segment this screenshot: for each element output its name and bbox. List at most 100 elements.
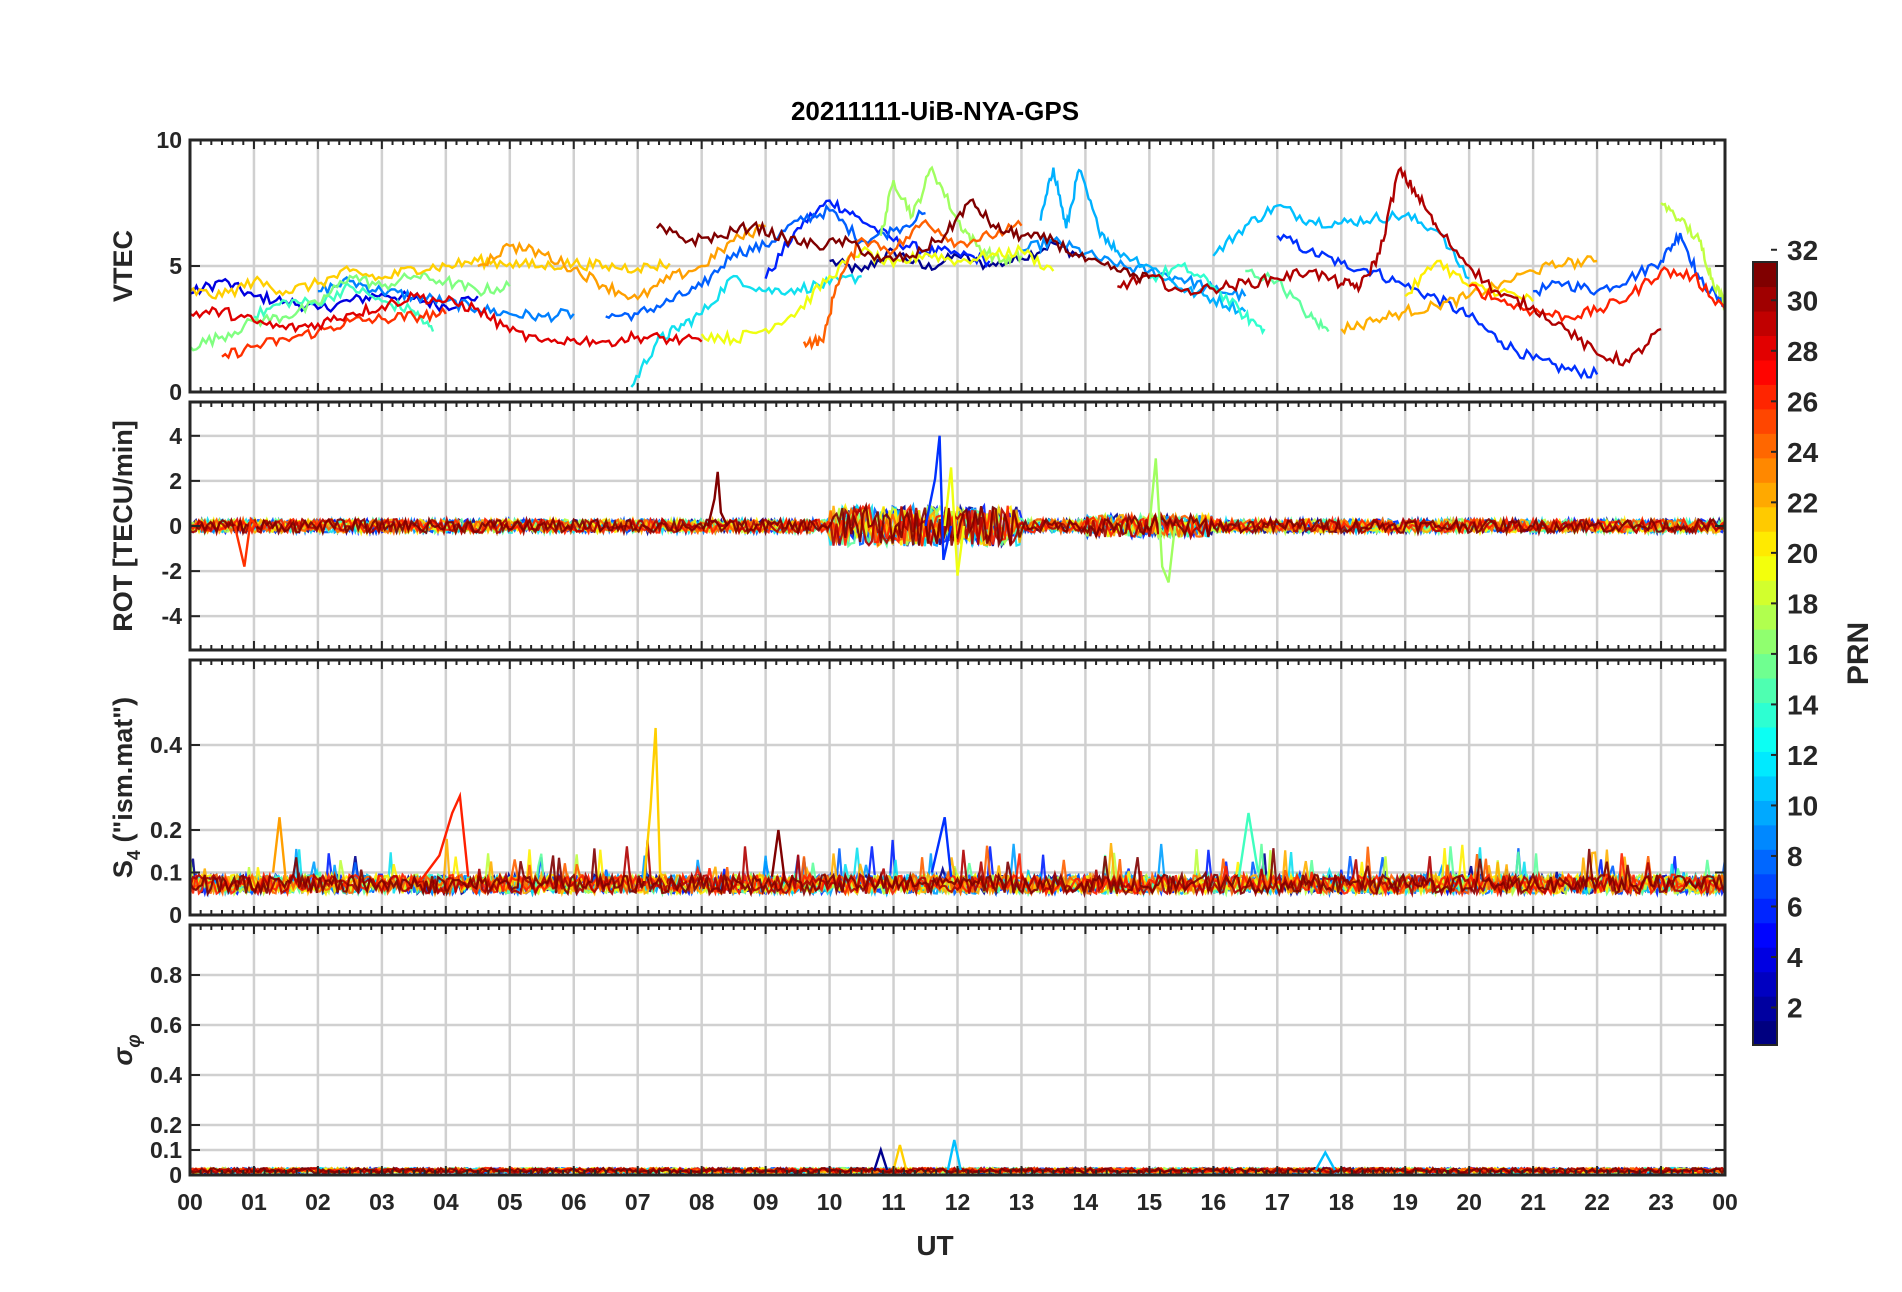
colorbar-tick-label: 10: [1787, 790, 1818, 821]
colorbar-tick-label: 30: [1787, 285, 1818, 316]
y-tick-label: 0.2: [150, 1112, 182, 1138]
x-tick-label: 14: [1073, 1189, 1099, 1215]
colorbar-swatch: [1753, 506, 1777, 532]
series-prn-6-rot: [924, 435, 953, 561]
colorbar-swatch: [1753, 359, 1777, 385]
y-tick-label: 0.1: [150, 860, 182, 886]
colorbar-tick-label: 4: [1787, 942, 1803, 973]
series-prn-5-vtec: [764, 198, 991, 279]
series-prn-22-vtec: [190, 252, 671, 300]
series-prn-28-vtec: [221, 306, 447, 360]
panel-sigma: 00.10.2 0.4 0.6 0.8 σφ: [108, 923, 1727, 1188]
x-tick-label: 03: [369, 1189, 395, 1215]
series-prn-22-sigma: [892, 1144, 908, 1171]
colorbar-tick-label: 20: [1787, 538, 1818, 569]
colorbar-tick-label: 32: [1787, 235, 1818, 266]
y-tick-label: 0: [169, 1162, 182, 1188]
y-axis-label-rot: ROT [TECU/min]: [108, 420, 138, 631]
series-group-rot: [190, 435, 1725, 583]
y-axis-label-sigma: σφ: [108, 1034, 145, 1065]
colorbar-swatch: [1753, 702, 1777, 728]
colorbar-swatch: [1753, 1020, 1777, 1046]
colorbar-tick-label: 18: [1787, 588, 1818, 619]
colorbar-swatch: [1753, 726, 1777, 752]
colorbar-swatch: [1753, 310, 1777, 337]
series-noise-rot: [190, 502, 1725, 547]
series-group-s4: [190, 727, 1725, 899]
series-prn-6-vtec: [1276, 233, 1599, 380]
series-prn-3-vtec: [190, 277, 479, 314]
y-tick-label: 0: [169, 379, 182, 405]
series-prn-12-sigma: [946, 1139, 962, 1171]
x-tick-label: 07: [625, 1189, 651, 1215]
series-prn-12-sigma: [1314, 1150, 1336, 1171]
x-tick-label: 19: [1392, 1189, 1418, 1215]
colorbar-swatch: [1753, 677, 1777, 704]
series-prn-8-vtec: [605, 203, 926, 323]
colorbar-tick-label: 26: [1787, 386, 1818, 417]
x-tick-label: 09: [753, 1189, 779, 1215]
x-tick-label: 10: [817, 1189, 843, 1215]
series-prn-32-vtec: [655, 198, 1151, 285]
series-prn-18-rot: [1148, 458, 1177, 583]
x-tick-label: 00: [1712, 1189, 1738, 1215]
series-noise-s4: [190, 839, 1725, 898]
x-tick-label: 21: [1520, 1189, 1546, 1215]
y-tick-label: 10: [156, 127, 182, 153]
colorbar-tick-label: 16: [1787, 639, 1818, 670]
colorbar-swatch: [1753, 457, 1777, 483]
y-tick-label: 0.4: [150, 732, 182, 758]
colorbar-swatch: [1753, 384, 1777, 410]
colorbar-swatch: [1753, 604, 1777, 630]
series-prn-30-vtec: [190, 290, 703, 349]
colorbar-tick-label: 12: [1787, 740, 1818, 771]
series-prn-1-sigma: [873, 1146, 889, 1171]
y-axis-label-s4: S4 ("ism.mat"): [108, 697, 144, 878]
y-tick-label: 0: [169, 513, 182, 539]
series-prn-22-s4: [642, 727, 668, 886]
x-axis-label: UT: [916, 1230, 953, 1261]
colorbar-swatch: [1753, 849, 1777, 875]
series-prn-13-vtec: [630, 273, 862, 388]
colorbar-swatch: [1753, 653, 1777, 679]
series-prn-26-vtec: [802, 218, 1023, 351]
colorbar-swatch: [1753, 335, 1777, 361]
colorbar-label: PRN: [1842, 622, 1875, 685]
panel-rot: -4 -2 0 2 4 ROT [TECU/min]: [108, 400, 1727, 652]
colorbar-tick-label: 14: [1787, 689, 1819, 720]
colorbar-swatch: [1753, 555, 1777, 581]
x-tick-label: 02: [305, 1189, 331, 1215]
series-prn-28-rot: [233, 516, 259, 567]
series-prn-6-s4: [930, 817, 953, 877]
series-prn-24-s4: [271, 817, 288, 882]
colorbar-swatch: [1753, 971, 1777, 997]
series-prn-12-vtec: [1212, 203, 1470, 280]
x-tick-label: 18: [1328, 1189, 1354, 1215]
y-tick-label: 0.8: [150, 962, 182, 988]
series-prn-32-s4: [770, 829, 786, 882]
series-prn-18-vtec: [879, 165, 1023, 266]
x-tick-label: 13: [1009, 1189, 1035, 1215]
x-tick-label: 05: [497, 1189, 523, 1215]
x-tick-label: 23: [1648, 1189, 1674, 1215]
colorbar-swatch: [1753, 873, 1777, 899]
x-tick-labels: 00 01 02 03 04 05 06 07 08 09 10 11 12 13 14 15 16 17 18 19…: [177, 1189, 1738, 1215]
x-tick-label: 20: [1456, 1189, 1482, 1215]
x-tick-label: 17: [1264, 1189, 1290, 1215]
colorbar-swatch: [1753, 947, 1777, 973]
series-noise-rot: [190, 501, 1725, 549]
series-prn-1-vtec: [829, 239, 1087, 275]
y-tick-label: -2: [162, 558, 182, 584]
y-tick-label: 4: [169, 423, 182, 449]
series-prn-31-vtec: [1117, 165, 1662, 367]
chart-title: 20211111-UiB-NYA-GPS: [791, 96, 1079, 126]
x-tick-label: 01: [241, 1189, 267, 1215]
x-tick-label: 15: [1137, 1189, 1163, 1215]
colorbar-swatch: [1753, 996, 1777, 1022]
series-prn-24-vtec: [477, 224, 766, 301]
colorbar-swatch: [1753, 580, 1777, 606]
x-tick-label: 08: [689, 1189, 715, 1215]
y-tick-label: -4: [162, 603, 183, 629]
